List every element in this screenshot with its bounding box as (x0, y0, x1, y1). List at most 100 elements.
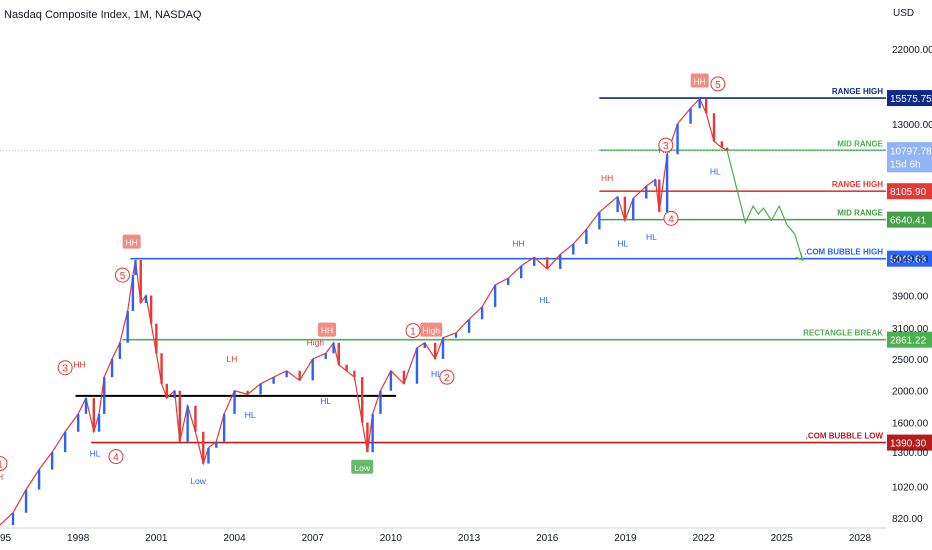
price-candle (134, 260, 137, 276)
price-candle (126, 310, 129, 343)
price-candle (149, 295, 153, 324)
pattern-label: High (307, 337, 325, 347)
price-tag-bg (887, 434, 932, 451)
price-candle (202, 431, 205, 464)
price-candle (298, 370, 301, 381)
price-candle (533, 257, 536, 266)
price-tag-label: 6640.41 (890, 216, 927, 227)
price-candle (493, 284, 497, 307)
price-tag-bg (887, 211, 932, 228)
wave-label: 5 (120, 271, 126, 282)
price-candle (598, 212, 601, 230)
price-candle (24, 489, 28, 513)
x-tick-label: 2022 (692, 533, 715, 544)
price-candle (144, 295, 148, 304)
pattern-label: HL (245, 410, 256, 420)
y-tick-label: 820.00 (892, 514, 923, 525)
tag-label: Low (354, 463, 370, 473)
price-candle (371, 413, 374, 453)
tag-box (420, 322, 443, 337)
wave-label: 4 (668, 214, 674, 225)
pattern-label: HL (539, 295, 550, 305)
price-tag-label: 2861.22 (890, 336, 927, 347)
price-candle (11, 512, 15, 525)
pattern-label: HH (512, 238, 524, 248)
price-candle (259, 383, 262, 395)
y-tick-label: 22000.00 (892, 45, 932, 56)
price-candle (324, 353, 327, 359)
tag-box (351, 459, 374, 474)
wave-label: 1 (410, 327, 416, 338)
price-tag-bg (887, 183, 932, 200)
wave-label: 3 (62, 364, 68, 375)
pattern-label: H (0, 472, 3, 482)
wave-circle (710, 76, 726, 92)
price-candle (97, 413, 101, 432)
price-candle (519, 265, 523, 279)
price-candle (165, 383, 168, 399)
price-candle (207, 447, 210, 464)
y-tick-label: 2000.00 (892, 387, 929, 398)
chart-title: Nasdaq Composite Index, 1M, NASDAQ (4, 9, 202, 21)
price-candle (92, 398, 96, 432)
price-candle (632, 198, 635, 221)
price-candle (110, 358, 114, 378)
price-candle (178, 390, 182, 442)
price-candle (654, 179, 657, 187)
price-candle (366, 422, 369, 453)
price-candle (37, 469, 41, 490)
pattern-label: HL (320, 396, 331, 406)
y-tick-label: 1020.00 (892, 483, 929, 494)
wave-label: 2 (444, 373, 450, 384)
price-candle (186, 405, 189, 442)
wave-label: 4 (113, 453, 119, 464)
price-candle (645, 186, 648, 199)
price-candle (441, 337, 445, 359)
wave-circle (439, 369, 455, 385)
pattern-label: HL (710, 167, 721, 177)
current-price-label: 10797.78 (890, 146, 932, 157)
y-tick-label: 3900.00 (892, 292, 929, 303)
currency-label: USD (893, 8, 914, 19)
price-candle (332, 342, 335, 354)
price-candle (353, 370, 356, 378)
pattern-label: Low (190, 476, 206, 486)
price-candle (345, 364, 348, 371)
pattern-label: HL (90, 449, 101, 459)
y-tick-label: 13000.00 (892, 120, 932, 131)
price-candle (84, 398, 88, 414)
wave-label: 5 (715, 80, 721, 91)
price-candle (689, 108, 692, 124)
y-tick-label: 1600.00 (892, 419, 929, 430)
price-candle (480, 306, 484, 320)
price-candle (76, 413, 80, 432)
price-candle (623, 196, 627, 221)
price-candle (415, 347, 419, 384)
price-candle (118, 342, 122, 359)
price-candle (454, 332, 458, 338)
price-candle (698, 98, 701, 109)
levels-layer: RANGE HIGH MID RANGE RANGE HIGH MID RANGE .C… (0, 87, 886, 444)
price-candle (658, 179, 661, 213)
countdown-label: 15d 6h (890, 159, 921, 170)
pattern-label: HH (73, 360, 85, 370)
price-candle (433, 342, 437, 359)
price-candle (337, 342, 340, 365)
price-tag-label: 1390.30 (890, 439, 927, 450)
level-label: MID RANGE (837, 139, 883, 148)
pattern-label: HL (617, 238, 628, 248)
x-tick-label: 2016 (536, 533, 559, 544)
price-line (0, 97, 728, 526)
projection-line (726, 150, 804, 261)
wave-label: 3 (663, 141, 669, 152)
wave-circle (658, 137, 674, 153)
annotations-layer: HHHLLHHLLowHighHLHLHHHLHHHHHLHLHLHHHHHHi… (0, 73, 726, 486)
price-candle (467, 319, 471, 333)
y-tick-label: 3100.00 (892, 324, 929, 335)
price-tag-bg (887, 90, 932, 107)
price-candle (506, 278, 510, 285)
x-tick-label: 2001 (145, 533, 168, 544)
price-candle (155, 323, 158, 354)
wave-circle (114, 267, 130, 283)
